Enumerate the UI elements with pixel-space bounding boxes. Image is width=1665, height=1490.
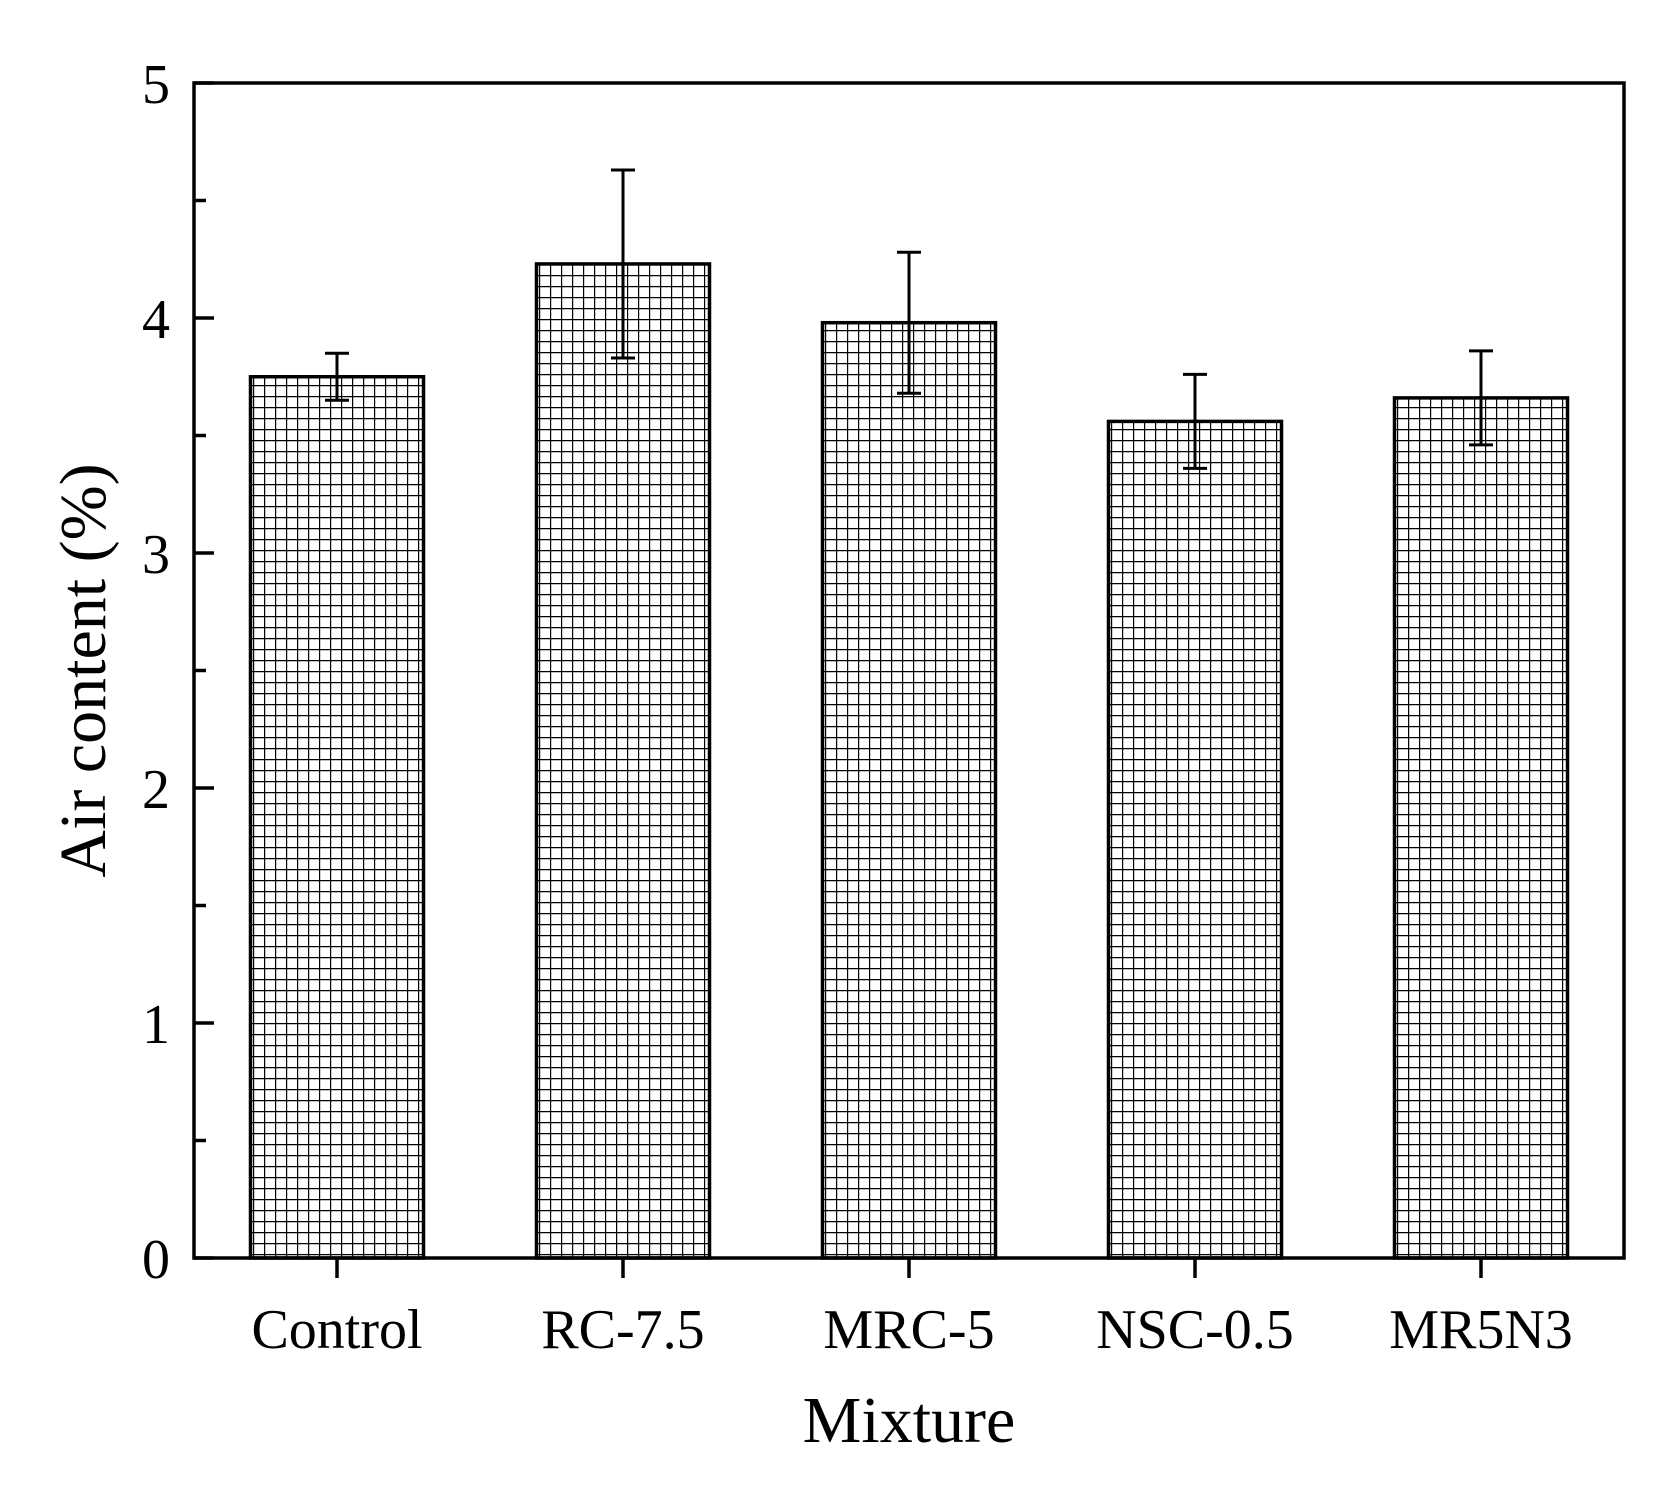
y-axis-ticks: 0 1 2 3 4 5 <box>142 54 214 1291</box>
bar-control <box>248 375 426 1260</box>
y-tick-label: 5 <box>142 54 170 116</box>
y-tick-label: 1 <box>142 994 170 1056</box>
bar-rc-7-5 <box>534 262 712 1260</box>
y-tick-label: 0 <box>142 1229 170 1291</box>
x-axis-ticks: Control RC-7.5 MRC-5 NSC-0.5 MR5N3 <box>251 1258 1573 1361</box>
error-bars-group <box>325 168 1493 470</box>
error-bar <box>897 250 921 395</box>
x-tick-label: MR5N3 <box>1389 1299 1573 1361</box>
y-tick-label: 3 <box>142 524 170 586</box>
x-tick-label: MRC-5 <box>823 1299 994 1361</box>
x-axis-title: Mixture <box>803 1384 1016 1457</box>
x-tick-label: NSC-0.5 <box>1096 1299 1294 1361</box>
bar-mrc-5 <box>820 320 998 1260</box>
x-tick-label: Control <box>251 1299 422 1361</box>
error-bar <box>325 351 349 402</box>
error-bar <box>611 168 635 360</box>
y-tick-label: 4 <box>142 289 170 351</box>
y-tick-label: 2 <box>142 759 170 821</box>
error-bar <box>1183 372 1207 470</box>
bars-group <box>248 262 1570 1260</box>
error-bar <box>1469 349 1493 447</box>
bar-mr5n3 <box>1392 396 1570 1260</box>
y-axis-title: Air content (%) <box>47 463 120 877</box>
bar-nsc-0-5 <box>1106 419 1284 1260</box>
x-tick-label: RC-7.5 <box>541 1299 704 1361</box>
